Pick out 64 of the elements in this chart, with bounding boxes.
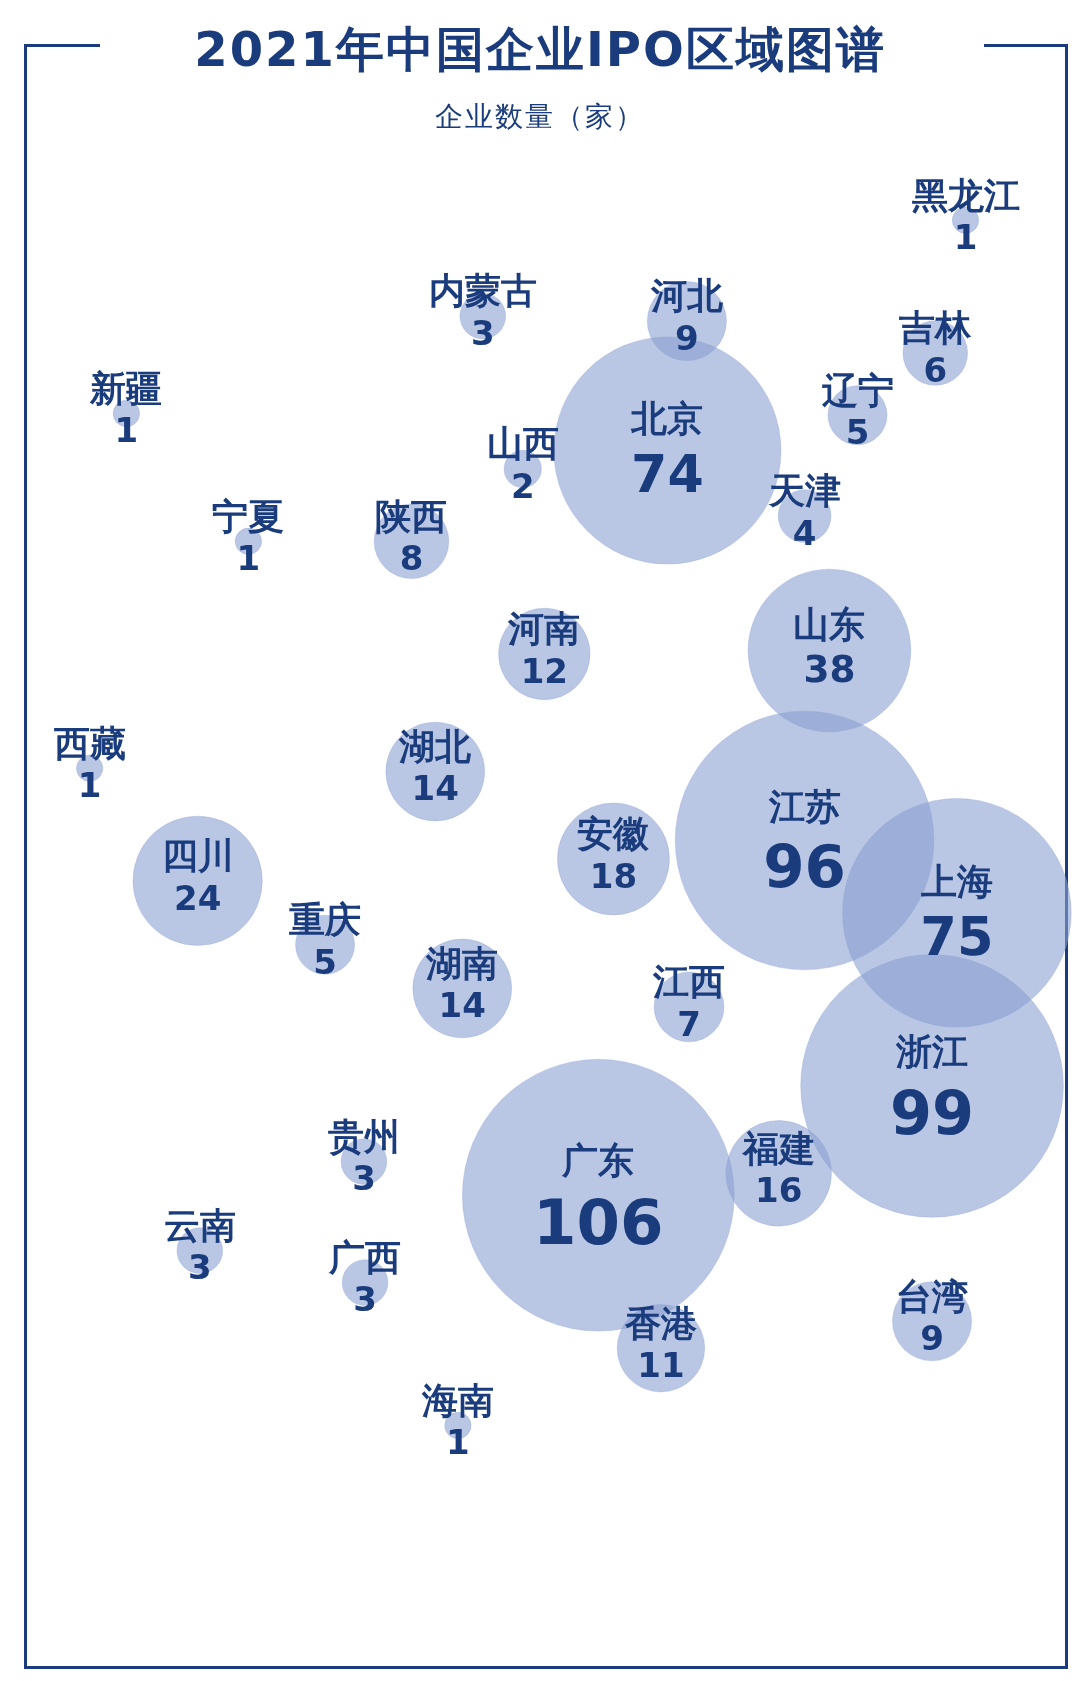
category-label: 台湾 — [896, 1275, 969, 1317]
category-label: 海南 — [420, 1379, 494, 1421]
data-label: 14 — [438, 985, 486, 1026]
category-label: 内蒙古 — [428, 270, 537, 312]
data-label: 99 — [890, 1077, 975, 1148]
data-label: 8 — [399, 538, 424, 579]
text: 2021年中国企业IPO区域图谱 — [193, 20, 887, 79]
data-label: 12 — [520, 650, 568, 691]
category-label: 新疆 — [89, 367, 163, 409]
category-label: 香港 — [623, 1302, 697, 1344]
category-label: 贵州 — [327, 1115, 400, 1157]
data-label: 75 — [920, 905, 994, 967]
category-label: 吉林 — [898, 307, 973, 349]
category-label: 天津 — [767, 470, 841, 512]
data-label: 1 — [77, 765, 102, 806]
data-label: 3 — [352, 1158, 376, 1199]
data-label: 4 — [792, 512, 817, 553]
data-label: 1 — [236, 538, 261, 579]
category-label: 山西 — [486, 423, 559, 465]
category-label: 河北 — [649, 275, 723, 317]
category-label: 湖南 — [425, 942, 499, 984]
data-label: 106 — [533, 1186, 664, 1260]
category-label: 广西 — [328, 1236, 402, 1278]
data-label: 9 — [675, 317, 699, 358]
data-label: 3 — [353, 1279, 377, 1320]
category-label: 重庆 — [289, 899, 362, 941]
category-label: 西藏 — [52, 722, 126, 764]
category-label: 上海 — [920, 860, 993, 902]
category-label: 云南 — [163, 1205, 236, 1247]
data-label: 24 — [173, 877, 222, 918]
category-label: 河南 — [507, 608, 581, 650]
category-label: 山东 — [793, 603, 866, 645]
category-label: 黑龙江 — [911, 174, 1020, 216]
category-label: 江苏 — [767, 785, 841, 827]
text: 企业数量（家） — [434, 99, 646, 135]
data-label: 1 — [114, 410, 139, 451]
data-label: 5 — [845, 412, 870, 453]
data-label: 14 — [411, 768, 459, 809]
category-label: 安徽 — [577, 813, 650, 855]
category-label: 广东 — [561, 1139, 635, 1181]
category-label: 江西 — [652, 961, 726, 1003]
data-label: 6 — [923, 349, 948, 390]
data-label: 1 — [446, 1422, 470, 1463]
category-label: 辽宁 — [820, 369, 894, 411]
data-label: 3 — [470, 312, 495, 353]
category-label: 北京 — [630, 398, 704, 440]
category-label: 浙江 — [895, 1031, 969, 1073]
data-label: 74 — [631, 444, 704, 505]
category-label: 湖北 — [398, 725, 472, 767]
data-label: 5 — [313, 941, 337, 982]
data-label: 9 — [920, 1318, 944, 1359]
data-label: 3 — [187, 1247, 212, 1288]
data-label: 38 — [803, 646, 856, 691]
data-label: 7 — [677, 1003, 701, 1044]
category-label: 福建 — [740, 1127, 815, 1169]
data-label: 11 — [637, 1344, 685, 1385]
data-label: 18 — [589, 855, 638, 896]
data-label: 96 — [763, 832, 846, 902]
data-label: 16 — [755, 1170, 803, 1211]
category-label: 宁夏 — [212, 495, 285, 537]
data-label: 2 — [510, 465, 535, 506]
category-label: 陕西 — [375, 495, 448, 537]
data-label: 1 — [953, 217, 978, 258]
category-label: 四川 — [161, 835, 234, 877]
